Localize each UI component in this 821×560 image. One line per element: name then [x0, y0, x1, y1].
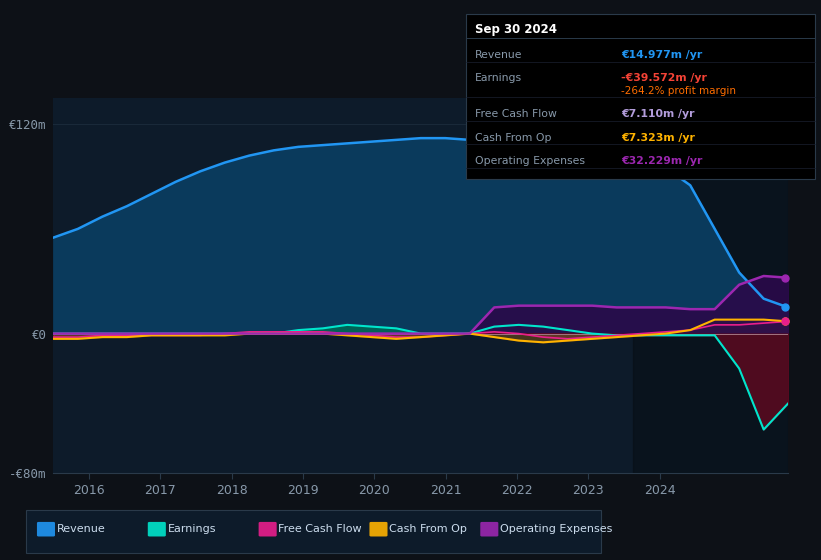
Text: Free Cash Flow: Free Cash Flow — [278, 524, 362, 534]
Text: Free Cash Flow: Free Cash Flow — [475, 109, 557, 119]
Text: -264.2% profit margin: -264.2% profit margin — [621, 86, 736, 96]
Text: Operating Expenses: Operating Expenses — [500, 524, 612, 534]
Text: Operating Expenses: Operating Expenses — [475, 156, 585, 166]
Text: €7.110m /yr: €7.110m /yr — [621, 109, 695, 119]
Text: Earnings: Earnings — [167, 524, 216, 534]
Text: Cash From Op: Cash From Op — [475, 133, 552, 143]
Text: -€39.572m /yr: -€39.572m /yr — [621, 73, 708, 83]
Text: Revenue: Revenue — [57, 524, 105, 534]
Text: Revenue: Revenue — [475, 50, 523, 60]
Text: €7.323m /yr: €7.323m /yr — [621, 133, 695, 143]
Text: Earnings: Earnings — [475, 73, 522, 83]
Text: €32.229m /yr: €32.229m /yr — [621, 156, 703, 166]
Bar — [633, 98, 788, 473]
Text: Sep 30 2024: Sep 30 2024 — [475, 23, 557, 36]
Text: €14.977m /yr: €14.977m /yr — [621, 50, 703, 60]
Text: Cash From Op: Cash From Op — [389, 524, 467, 534]
